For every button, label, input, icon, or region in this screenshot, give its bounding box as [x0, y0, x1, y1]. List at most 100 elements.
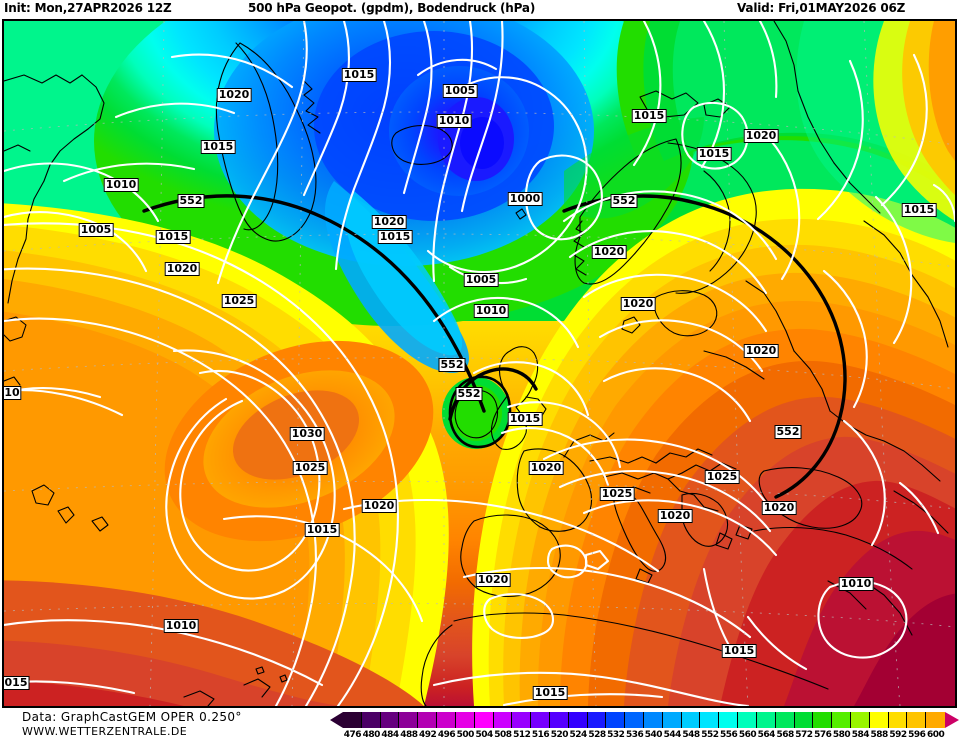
colorbar-cell: [662, 712, 682, 728]
contour-label: 1020: [743, 129, 779, 143]
colorbar: 476 480 484 488 492 496 500 504 508 512 516 520 524 5…: [330, 712, 959, 740]
colorbar-tick: 572: [795, 730, 813, 740]
contour-label: 1010: [163, 619, 199, 633]
contour-label: 1020: [761, 501, 797, 515]
colorbar-tick: 516: [531, 730, 550, 740]
contour-label: 1010: [838, 577, 874, 591]
colorbar-tick: 524: [569, 730, 588, 740]
contour-label: 1020: [475, 573, 511, 587]
colorbar-tick: 496: [437, 730, 456, 740]
contour-label: 1015: [507, 412, 543, 426]
colorbar-cell: [813, 712, 833, 728]
colorbar-tick: 588: [870, 730, 889, 740]
contour-label: 1020: [591, 245, 627, 259]
contour-label: 1020: [216, 88, 252, 102]
colorbar-tick: 560: [738, 730, 757, 740]
colorbar-cell: [587, 712, 607, 728]
contour-label: 1020: [164, 262, 200, 276]
colorbar-tick: 584: [851, 730, 870, 740]
colorbar-tick: 580: [832, 730, 851, 740]
contour-label: 552: [455, 387, 483, 401]
contour-label: 10: [4, 386, 22, 400]
colorbar-cell: [474, 712, 494, 728]
colorbar-tick: 540: [644, 730, 663, 740]
website-label: WWW.WETTERZENTRALE.DE: [22, 725, 188, 738]
valid-time-label: Valid: Fri,01MAY2026 06Z: [737, 1, 906, 15]
colorbar-cell: [380, 712, 400, 728]
colorbar-tick: 568: [776, 730, 794, 740]
colorbar-high-arrow-icon: [945, 712, 959, 728]
colorbar-cell: [606, 712, 626, 728]
contour-label: 1005: [78, 223, 114, 237]
colorbar-cell: [493, 712, 513, 728]
colorbar-cell: [512, 712, 532, 728]
contour-label: 1015: [155, 230, 191, 244]
contour-label: 1025: [292, 461, 328, 475]
colorbar-cell: [343, 712, 362, 728]
colorbar-tick: 564: [757, 730, 776, 740]
colorbar-tick: 480: [362, 730, 381, 740]
colorbar-cell: [869, 712, 889, 728]
colorbar-cell: [719, 712, 739, 728]
colorbar-tick: 492: [419, 730, 437, 740]
map-title: 500 hPa Geopot. (gpdm), Bodendruck (hPa): [248, 1, 536, 15]
weather-map-canvas[interactable]: 1020 1015 1005 1010 1015 1020 1015 1015 …: [2, 19, 957, 708]
colorbar-cell: [681, 712, 701, 728]
colorbar-cell: [531, 712, 550, 728]
contour-label: 1010: [103, 178, 139, 192]
colorbar-tick: 596: [908, 730, 926, 740]
colorbar-tick: 576: [814, 730, 832, 740]
colorbar-tick: 532: [607, 730, 625, 740]
colorbar-tick: 504: [475, 730, 493, 740]
colorbar-tick: 592: [889, 730, 907, 740]
colorbar-strip: [343, 712, 945, 728]
contour-label: 1015: [901, 203, 937, 217]
colorbar-tick: 548: [682, 730, 700, 740]
map-header: Init: Mon,27APR2026 12Z 500 hPa Geopot. …: [0, 0, 959, 19]
colorbar-tick: 552: [701, 730, 719, 740]
contour-label: 1025: [221, 294, 257, 308]
contour-label: 1020: [620, 297, 656, 311]
contour-label: 1015: [532, 686, 568, 700]
colorbar-cell: [361, 712, 381, 728]
colorbar-tick: 508: [494, 730, 512, 740]
colorbar-cell: [907, 712, 927, 728]
colorbar-cell: [644, 712, 663, 728]
colorbar-cell: [455, 712, 475, 728]
contour-label: 1015: [721, 644, 757, 658]
colorbar-cell: [549, 712, 569, 728]
data-source-label: Data: GraphCastGEM OPER 0.250°: [22, 710, 242, 724]
colorbar-tick: 476: [343, 730, 362, 740]
colorbar-cell: [568, 712, 588, 728]
colorbar-cell: [794, 712, 814, 728]
contour-label: 1030: [289, 427, 325, 441]
colorbar-tick: 500: [456, 730, 475, 740]
colorbar-cell: [437, 712, 456, 728]
colorbar-tick: 528: [588, 730, 606, 740]
colorbar-tick: 600: [926, 730, 945, 740]
contour-label: 1020: [743, 344, 779, 358]
colorbar-tick: 512: [513, 730, 531, 740]
contour-label: 1020: [528, 461, 564, 475]
contour-label: 552: [177, 194, 205, 208]
colorbar-cell: [738, 712, 757, 728]
colorbar-tick: 544: [663, 730, 682, 740]
contour-label: 1020: [371, 215, 407, 229]
contour-label: 1015: [631, 109, 667, 123]
colorbar-cell: [926, 712, 945, 728]
contour-label: 1015: [377, 230, 413, 244]
colorbar-cell: [756, 712, 776, 728]
colorbar-cell: [850, 712, 870, 728]
colorbar-cell: [888, 712, 908, 728]
contour-label: 1005: [442, 84, 478, 98]
contour-label: 1015: [341, 68, 377, 82]
colorbar-cell: [775, 712, 795, 728]
contour-label: 1005: [463, 273, 499, 287]
colorbar-tick-labels: 476 480 484 488 492 496 500 504 508 512 516 520 524 5…: [343, 729, 945, 741]
contour-label: 1020: [361, 499, 397, 513]
colorbar-cell: [399, 712, 419, 728]
contour-label: 1000: [507, 192, 543, 206]
contour-label: 1015: [696, 147, 732, 161]
contour-label: 1025: [704, 470, 740, 484]
